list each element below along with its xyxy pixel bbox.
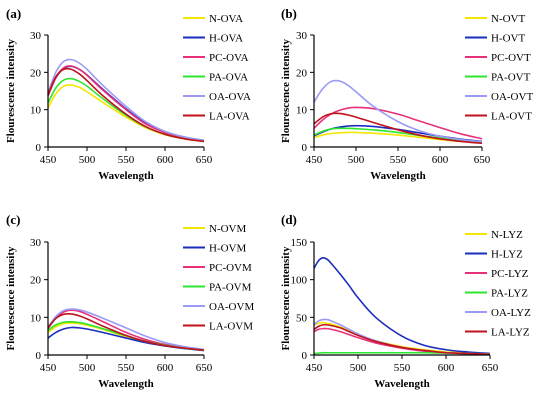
y-tick-label: 0 (36, 142, 42, 154)
series-line-PC-OVT (313, 106, 483, 140)
legend-label: N-LYZ (491, 229, 523, 241)
chart-panel-3: (c) 0 10 20 30 450 500 550 600 650 Wavelength Flour… (5, 212, 254, 390)
series-line-LA-OVA (47, 67, 205, 143)
series-line-H-OVA (47, 65, 205, 142)
x-tick-label: 600 (157, 362, 174, 374)
x-tick-label: 650 (482, 362, 499, 374)
legend-label: H-OVM (209, 243, 246, 255)
x-tick-label: 500 (348, 154, 365, 166)
y-tick-label: 0 (302, 350, 308, 362)
y-axis-title: Flourescence intensity (280, 39, 292, 143)
series-line-LA-OVT (313, 112, 483, 145)
y-tick-label: 50 (296, 312, 308, 324)
y-tick-label: 20 (30, 275, 42, 287)
y-tick-label: 30 (30, 237, 42, 249)
x-tick-label: 600 (432, 154, 449, 166)
series-line-OA-OVA (47, 58, 205, 142)
legend-label: PC-LYZ (491, 268, 529, 280)
y-tick-label: 0 (302, 142, 308, 154)
series-line-PC-OVA (47, 65, 205, 142)
panel-label: (c) (6, 212, 20, 227)
y-tick-label: 20 (296, 67, 308, 79)
x-tick-label: 550 (118, 154, 135, 166)
x-tick-label: 650 (196, 154, 213, 166)
x-tick-label: 500 (79, 362, 96, 374)
y-tick-label: 100 (291, 275, 308, 287)
legend-label: N-OVT (491, 13, 525, 25)
panel-label: (d) (281, 212, 297, 227)
legend-label: LA-OVA (209, 111, 250, 123)
x-axis-title: Wavelength (98, 170, 154, 182)
legend-label: OA-LYZ (491, 307, 531, 319)
legend-label: PC-OVM (209, 262, 252, 274)
panel-label: (a) (6, 6, 21, 21)
series-line-PC-LYZ (313, 327, 491, 356)
x-tick-label: 450 (306, 362, 323, 374)
y-tick-label: 30 (30, 30, 42, 42)
legend-label: H-OVT (491, 33, 525, 45)
y-tick-label: 20 (30, 67, 42, 79)
legend-label: LA-LYZ (491, 327, 530, 339)
y-tick-label: 10 (296, 105, 308, 117)
x-axis-title: Wavelength (374, 378, 430, 390)
x-tick-label: 500 (79, 154, 96, 166)
series-line-PC-OVM (47, 309, 205, 351)
chart-panel-1: (a) 0 10 20 30 450 500 550 600 650 Wavelength Flour… (5, 6, 251, 182)
x-tick-label: 500 (350, 362, 367, 374)
x-tick-label: 450 (306, 154, 323, 166)
chart-panel-2: (b) 0 10 20 30 450 500 550 600 650 Wavelength Flour… (280, 6, 533, 182)
x-tick-label: 600 (157, 154, 174, 166)
legend-label: N-OVM (209, 223, 246, 235)
y-axis-title: Flourescence intensity (5, 39, 17, 143)
legend-label: OA-OVT (491, 91, 533, 103)
y-axis-title: Flourescence intensity (280, 246, 292, 350)
series-line-LA-OVM (47, 312, 205, 351)
x-axis-title: Wavelength (98, 378, 154, 390)
x-tick-label: 650 (196, 362, 213, 374)
legend-label: PA-OVM (209, 282, 252, 294)
legend-label: PA-LYZ (491, 288, 528, 300)
y-tick-label: 0 (36, 350, 42, 362)
legend-label: OA-OVA (209, 91, 251, 103)
x-tick-label: 550 (118, 362, 135, 374)
y-tick-label: 30 (296, 30, 308, 42)
series-line-H-LYZ (313, 256, 491, 355)
legend-label: H-LYZ (491, 249, 523, 261)
legend-label: PA-OVA (209, 72, 248, 84)
legend-label: H-OVA (209, 33, 243, 45)
x-axis-title: Wavelength (370, 170, 426, 182)
legend-label: PC-OVA (209, 52, 249, 64)
x-tick-label: 550 (390, 154, 407, 166)
chart-panel-4: (d) 0 50 100 150 450 500 550 600 650 Wavelength Flo… (280, 212, 531, 390)
x-tick-label: 450 (40, 154, 57, 166)
x-tick-label: 550 (394, 362, 411, 374)
y-tick-label: 150 (291, 237, 308, 249)
panel-label: (b) (281, 6, 297, 21)
series-line-OA-OVT (313, 79, 483, 143)
x-tick-label: 600 (438, 362, 455, 374)
legend-label: OA-OVM (209, 301, 254, 313)
x-tick-label: 650 (474, 154, 491, 166)
y-axis-title: Flourescence intensity (5, 246, 17, 350)
legend-label: N-OVA (209, 13, 243, 25)
legend-label: PC-OVT (491, 52, 531, 64)
y-tick-label: 10 (30, 312, 42, 324)
series-line-N-OVA (47, 84, 205, 143)
legend-label: LA-OVT (491, 111, 532, 123)
x-tick-label: 450 (40, 362, 57, 374)
legend-label: PA-OVT (491, 72, 531, 84)
y-tick-label: 10 (30, 105, 42, 117)
series-line-LA-LYZ (313, 323, 491, 356)
legend-label: LA-OVM (209, 321, 253, 333)
series-line-OA-OVM (47, 308, 205, 351)
